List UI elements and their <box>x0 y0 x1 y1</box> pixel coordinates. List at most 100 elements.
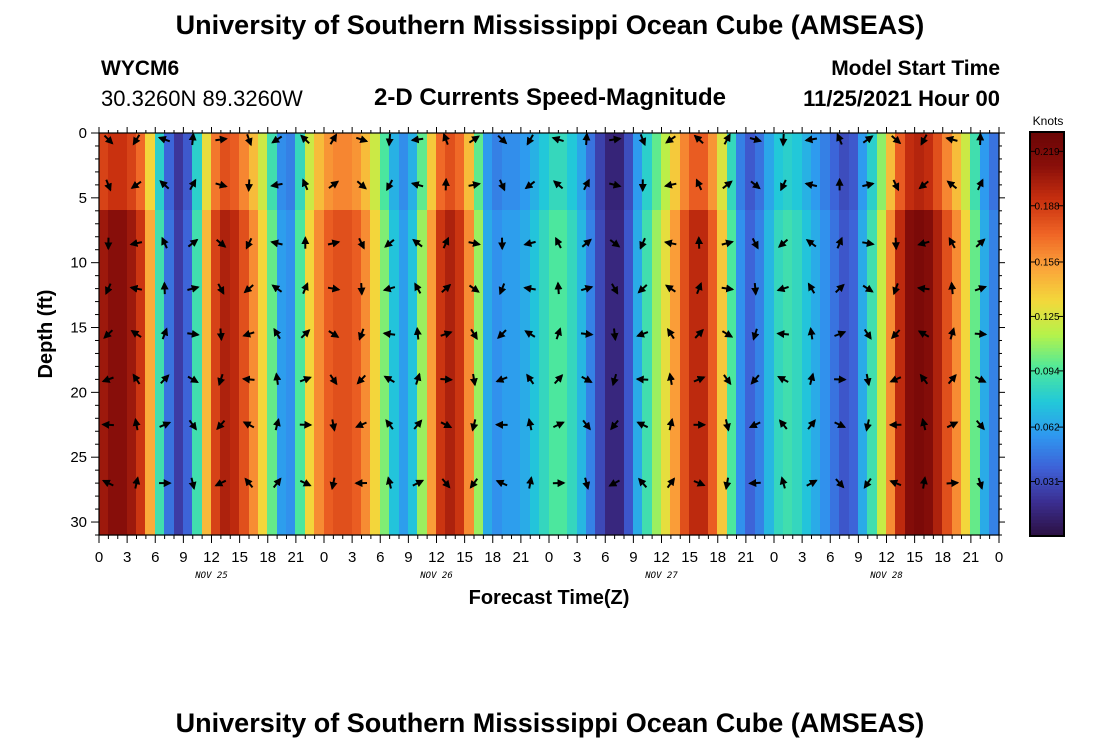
heatmap-cell <box>295 171 307 186</box>
heatmap-cell <box>877 249 888 264</box>
heatmap-cell <box>905 197 916 212</box>
heatmap-cell <box>464 288 475 303</box>
heatmap-cell <box>952 236 963 251</box>
heatmap-cell <box>455 392 466 407</box>
heatmap-cell <box>802 158 813 173</box>
current-arrow <box>948 281 957 295</box>
heatmap-cell <box>436 145 447 160</box>
x-tick-label: 0 <box>995 549 1003 566</box>
heatmap-cell <box>380 418 391 433</box>
heatmap-cell <box>202 496 213 511</box>
heatmap-cell <box>99 301 110 316</box>
heatmap-cell <box>520 509 532 524</box>
heatmap-cell <box>267 327 279 342</box>
heatmap-cell <box>549 470 560 485</box>
heatmap-cell <box>802 262 813 277</box>
current-arrow <box>130 330 142 338</box>
heatmap-cell <box>755 392 766 407</box>
heatmap-cell <box>886 444 897 459</box>
current-arrow <box>862 284 874 293</box>
heatmap-cell <box>145 392 157 407</box>
heatmap-cell <box>474 379 485 394</box>
heatmap-cell <box>436 249 447 264</box>
heatmap-cell <box>192 392 204 407</box>
heatmap-cell <box>530 223 541 238</box>
heatmap-cell <box>849 184 860 199</box>
heatmap-cell <box>605 457 616 472</box>
heatmap-cell <box>774 366 785 381</box>
heatmap-cell <box>624 262 635 277</box>
heatmap-cell <box>905 262 916 277</box>
heatmap-cell <box>136 158 147 173</box>
heatmap-cell <box>961 353 972 368</box>
heatmap-cell <box>455 171 466 186</box>
heatmap-cell <box>886 133 897 147</box>
heatmap-cell <box>539 431 550 446</box>
heatmap-cell <box>530 509 541 524</box>
colorbar-segment <box>1030 384 1064 389</box>
heatmap-cell <box>717 366 729 381</box>
colorbar-segment <box>1030 498 1064 503</box>
heatmap-cell <box>942 210 954 225</box>
heatmap-cell <box>399 340 410 355</box>
heatmap-cell <box>530 379 541 394</box>
heatmap-cell <box>258 262 269 277</box>
heatmap-cell <box>361 288 372 303</box>
heatmap-cell <box>895 405 907 420</box>
heatmap-cell <box>117 327 129 342</box>
heatmap-cell <box>858 145 869 160</box>
heatmap-cell <box>314 184 325 199</box>
heatmap-cell <box>530 184 541 199</box>
heatmap-cell <box>670 522 682 536</box>
heatmap-cell <box>802 379 813 394</box>
heatmap-cell <box>708 353 719 368</box>
heatmap-cell <box>483 249 494 264</box>
heatmap-cell <box>989 379 1000 394</box>
heatmap-cell <box>408 444 419 459</box>
heatmap-cell <box>417 145 429 160</box>
heatmap-cell <box>436 431 447 446</box>
x-tick-label: 0 <box>320 549 328 566</box>
colorbar-segment <box>1030 162 1064 167</box>
heatmap-cell <box>970 275 982 290</box>
heatmap-cell <box>155 301 166 316</box>
heatmap-cell <box>314 327 325 342</box>
heatmap-cell <box>436 197 447 212</box>
heatmap-cell <box>108 470 119 485</box>
heatmap-cell <box>755 184 766 199</box>
heatmap-cell <box>417 171 429 186</box>
heatmap-cell <box>370 444 382 459</box>
heatmap-cell <box>774 483 785 498</box>
heatmap-cell <box>942 197 954 212</box>
heatmap-cell <box>633 392 644 407</box>
colorbar-segment <box>1030 468 1064 473</box>
heatmap-cell <box>699 457 710 472</box>
heatmap-cell <box>989 288 1000 303</box>
heatmap-cell <box>661 158 672 173</box>
heatmap-cell <box>202 522 213 536</box>
heatmap-cell <box>839 340 850 355</box>
heatmap-cell <box>502 379 513 394</box>
heatmap-cell <box>436 444 447 459</box>
heatmap-cell <box>764 366 775 381</box>
heatmap-cell <box>427 340 438 355</box>
heatmap-cell <box>980 366 991 381</box>
heatmap-cell <box>99 145 110 160</box>
heatmap-cell <box>164 158 175 173</box>
heatmap-cell <box>727 262 738 277</box>
heatmap-cell <box>164 353 175 368</box>
heatmap-cell <box>633 509 644 524</box>
heatmap-cell <box>295 262 307 277</box>
heatmap-cell <box>717 133 729 147</box>
heatmap-cell <box>774 223 785 238</box>
current-arrow <box>693 376 706 384</box>
heatmap-cell <box>586 431 597 446</box>
heatmap-cell <box>389 275 400 290</box>
heatmap-cell <box>792 158 804 173</box>
heatmap-cell <box>652 405 663 420</box>
heatmap-cell <box>164 522 175 536</box>
heatmap-cell <box>558 340 569 355</box>
heatmap-cell <box>249 236 260 251</box>
heatmap-cell <box>905 145 916 160</box>
heatmap-cell <box>455 496 466 511</box>
